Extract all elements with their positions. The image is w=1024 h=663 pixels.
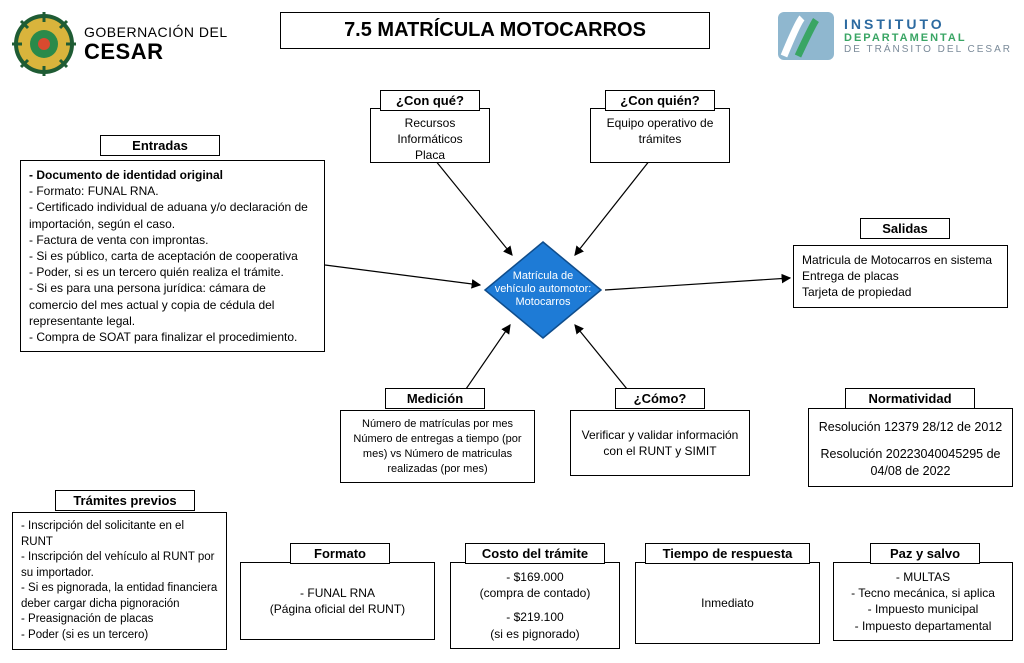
label-tramites: Trámites previos: [55, 490, 195, 511]
list-item: Inscripción del solicitante en el RUNT: [21, 519, 218, 550]
list-item: Si es para una persona jurídica: cámara …: [29, 280, 316, 329]
con-quien-text: Equipo operativo de trámites: [599, 115, 721, 147]
con-que-l1: Recursos: [379, 115, 481, 131]
list-item: Si es público, carta de aceptación de co…: [29, 248, 316, 264]
right-logo-line1: INSTITUTO: [844, 17, 1012, 32]
entradas-first: - Documento de identidad original: [29, 167, 316, 183]
tramites-list: Inscripción del solicitante en el RUNT I…: [21, 519, 218, 643]
right-logo-line3: DE TRÁNSITO DEL CESAR: [844, 44, 1012, 55]
box-paz: MULTAS Tecno mecánica, si aplica Impuest…: [833, 562, 1013, 641]
box-tiempo: Inmediato: [635, 562, 820, 644]
label-con-quien: ¿Con quién?: [605, 90, 715, 111]
list-item: Tecno mecánica, si aplica: [842, 585, 1004, 601]
label-entradas: Entradas: [100, 135, 220, 156]
list-item: Poder (si es un tercero): [21, 628, 218, 644]
label-tiempo: Tiempo de respuesta: [645, 543, 810, 564]
con-que-l3: Placa: [379, 147, 481, 163]
formato-l1: - FUNAL RNA: [249, 585, 426, 601]
right-logo-text: INSTITUTO DEPARTAMENTAL DE TRÁNSITO DEL …: [844, 17, 1012, 55]
label-con-que: ¿Con qué?: [380, 90, 480, 111]
salidas-2: Entrega de placas: [802, 268, 999, 284]
right-logo-line2: DEPARTAMENTAL: [844, 32, 1012, 44]
center-node-text: Matrícula de vehículo automotor: Motocar…: [493, 270, 593, 310]
box-salidas: Matricula de Motocarros en sistema Entre…: [793, 245, 1008, 308]
left-logo-text: GOBERNACIÓN DEL CESAR: [84, 25, 228, 63]
page-title: 7.5 MATRÍCULA MOTOCARROS: [280, 12, 710, 49]
salidas-3: Tarjeta de propiedad: [802, 284, 999, 300]
logo-left: GOBERNACIÓN DEL CESAR: [12, 12, 228, 76]
logo-right: INSTITUTO DEPARTAMENTAL DE TRÁNSITO DEL …: [778, 12, 1012, 60]
center-node: Matrícula de vehículo automotor: Motocar…: [483, 240, 603, 340]
list-item: Impuesto departamental: [842, 618, 1004, 634]
costo-l3: - $219.100: [459, 609, 611, 625]
box-normatividad: Resolución 12379 28/12 de 2012 Resolució…: [808, 408, 1013, 487]
label-medicion: Medición: [385, 388, 485, 409]
como-text: Verificar y validar información con el R…: [579, 427, 741, 459]
list-item: Inscripción del vehículo al RUNT por su …: [21, 550, 218, 581]
list-item: Certificado individual de aduana y/o dec…: [29, 199, 316, 231]
box-con-quien: Equipo operativo de trámites: [590, 108, 730, 163]
tiempo-text: Inmediato: [644, 595, 811, 611]
label-salidas: Salidas: [860, 218, 950, 239]
norm-2: Resolución 20223040045295 de 04/08 de 20…: [817, 446, 1004, 480]
salidas-1: Matricula de Motocarros en sistema: [802, 252, 999, 268]
box-como: Verificar y validar información con el R…: [570, 410, 750, 476]
box-costo: - $169.000 (compra de contado) - $219.10…: [450, 562, 620, 649]
medicion-text: Número de matrículas por mes Número de e…: [349, 417, 526, 476]
left-logo-line2: CESAR: [84, 40, 228, 63]
left-logo-line1: GOBERNACIÓN DEL: [84, 25, 228, 40]
road-icon: [778, 12, 834, 60]
list-item: Factura de venta con improntas.: [29, 232, 316, 248]
label-formato: Formato: [290, 543, 390, 564]
label-paz: Paz y salvo: [870, 543, 980, 564]
box-con-que: Recursos Informáticos Placa: [370, 108, 490, 163]
box-medicion: Número de matrículas por mes Número de e…: [340, 410, 535, 483]
costo-l2: (compra de contado): [459, 585, 611, 601]
list-item: Si es pignorada, la entidad financiera d…: [21, 581, 218, 612]
entradas-list: Formato: FUNAL RNA. Certificado individu…: [29, 183, 316, 345]
label-normatividad: Normatividad: [845, 388, 975, 409]
list-item: Formato: FUNAL RNA.: [29, 183, 316, 199]
costo-l1: - $169.000: [459, 569, 611, 585]
list-item: Compra de SOAT para finalizar el procedi…: [29, 329, 316, 345]
norm-1: Resolución 12379 28/12 de 2012: [817, 419, 1004, 436]
con-que-l2: Informáticos: [379, 131, 481, 147]
paz-list: MULTAS Tecno mecánica, si aplica Impuest…: [842, 569, 1004, 634]
list-item: Impuesto municipal: [842, 601, 1004, 617]
box-formato: - FUNAL RNA (Página oficial del RUNT): [240, 562, 435, 640]
list-item: Preasignación de placas: [21, 612, 218, 628]
label-costo: Costo del trámite: [465, 543, 605, 564]
list-item: Poder, si es un tercero quién realiza el…: [29, 264, 316, 280]
formato-l2: (Página oficial del RUNT): [249, 601, 426, 617]
list-item: MULTAS: [842, 569, 1004, 585]
box-tramites: Inscripción del solicitante en el RUNT I…: [12, 512, 227, 650]
costo-l4: (si es pignorado): [459, 626, 611, 642]
box-entradas: - Documento de identidad original Format…: [20, 160, 325, 352]
label-como: ¿Cómo?: [615, 388, 705, 409]
seal-icon: [12, 12, 76, 76]
